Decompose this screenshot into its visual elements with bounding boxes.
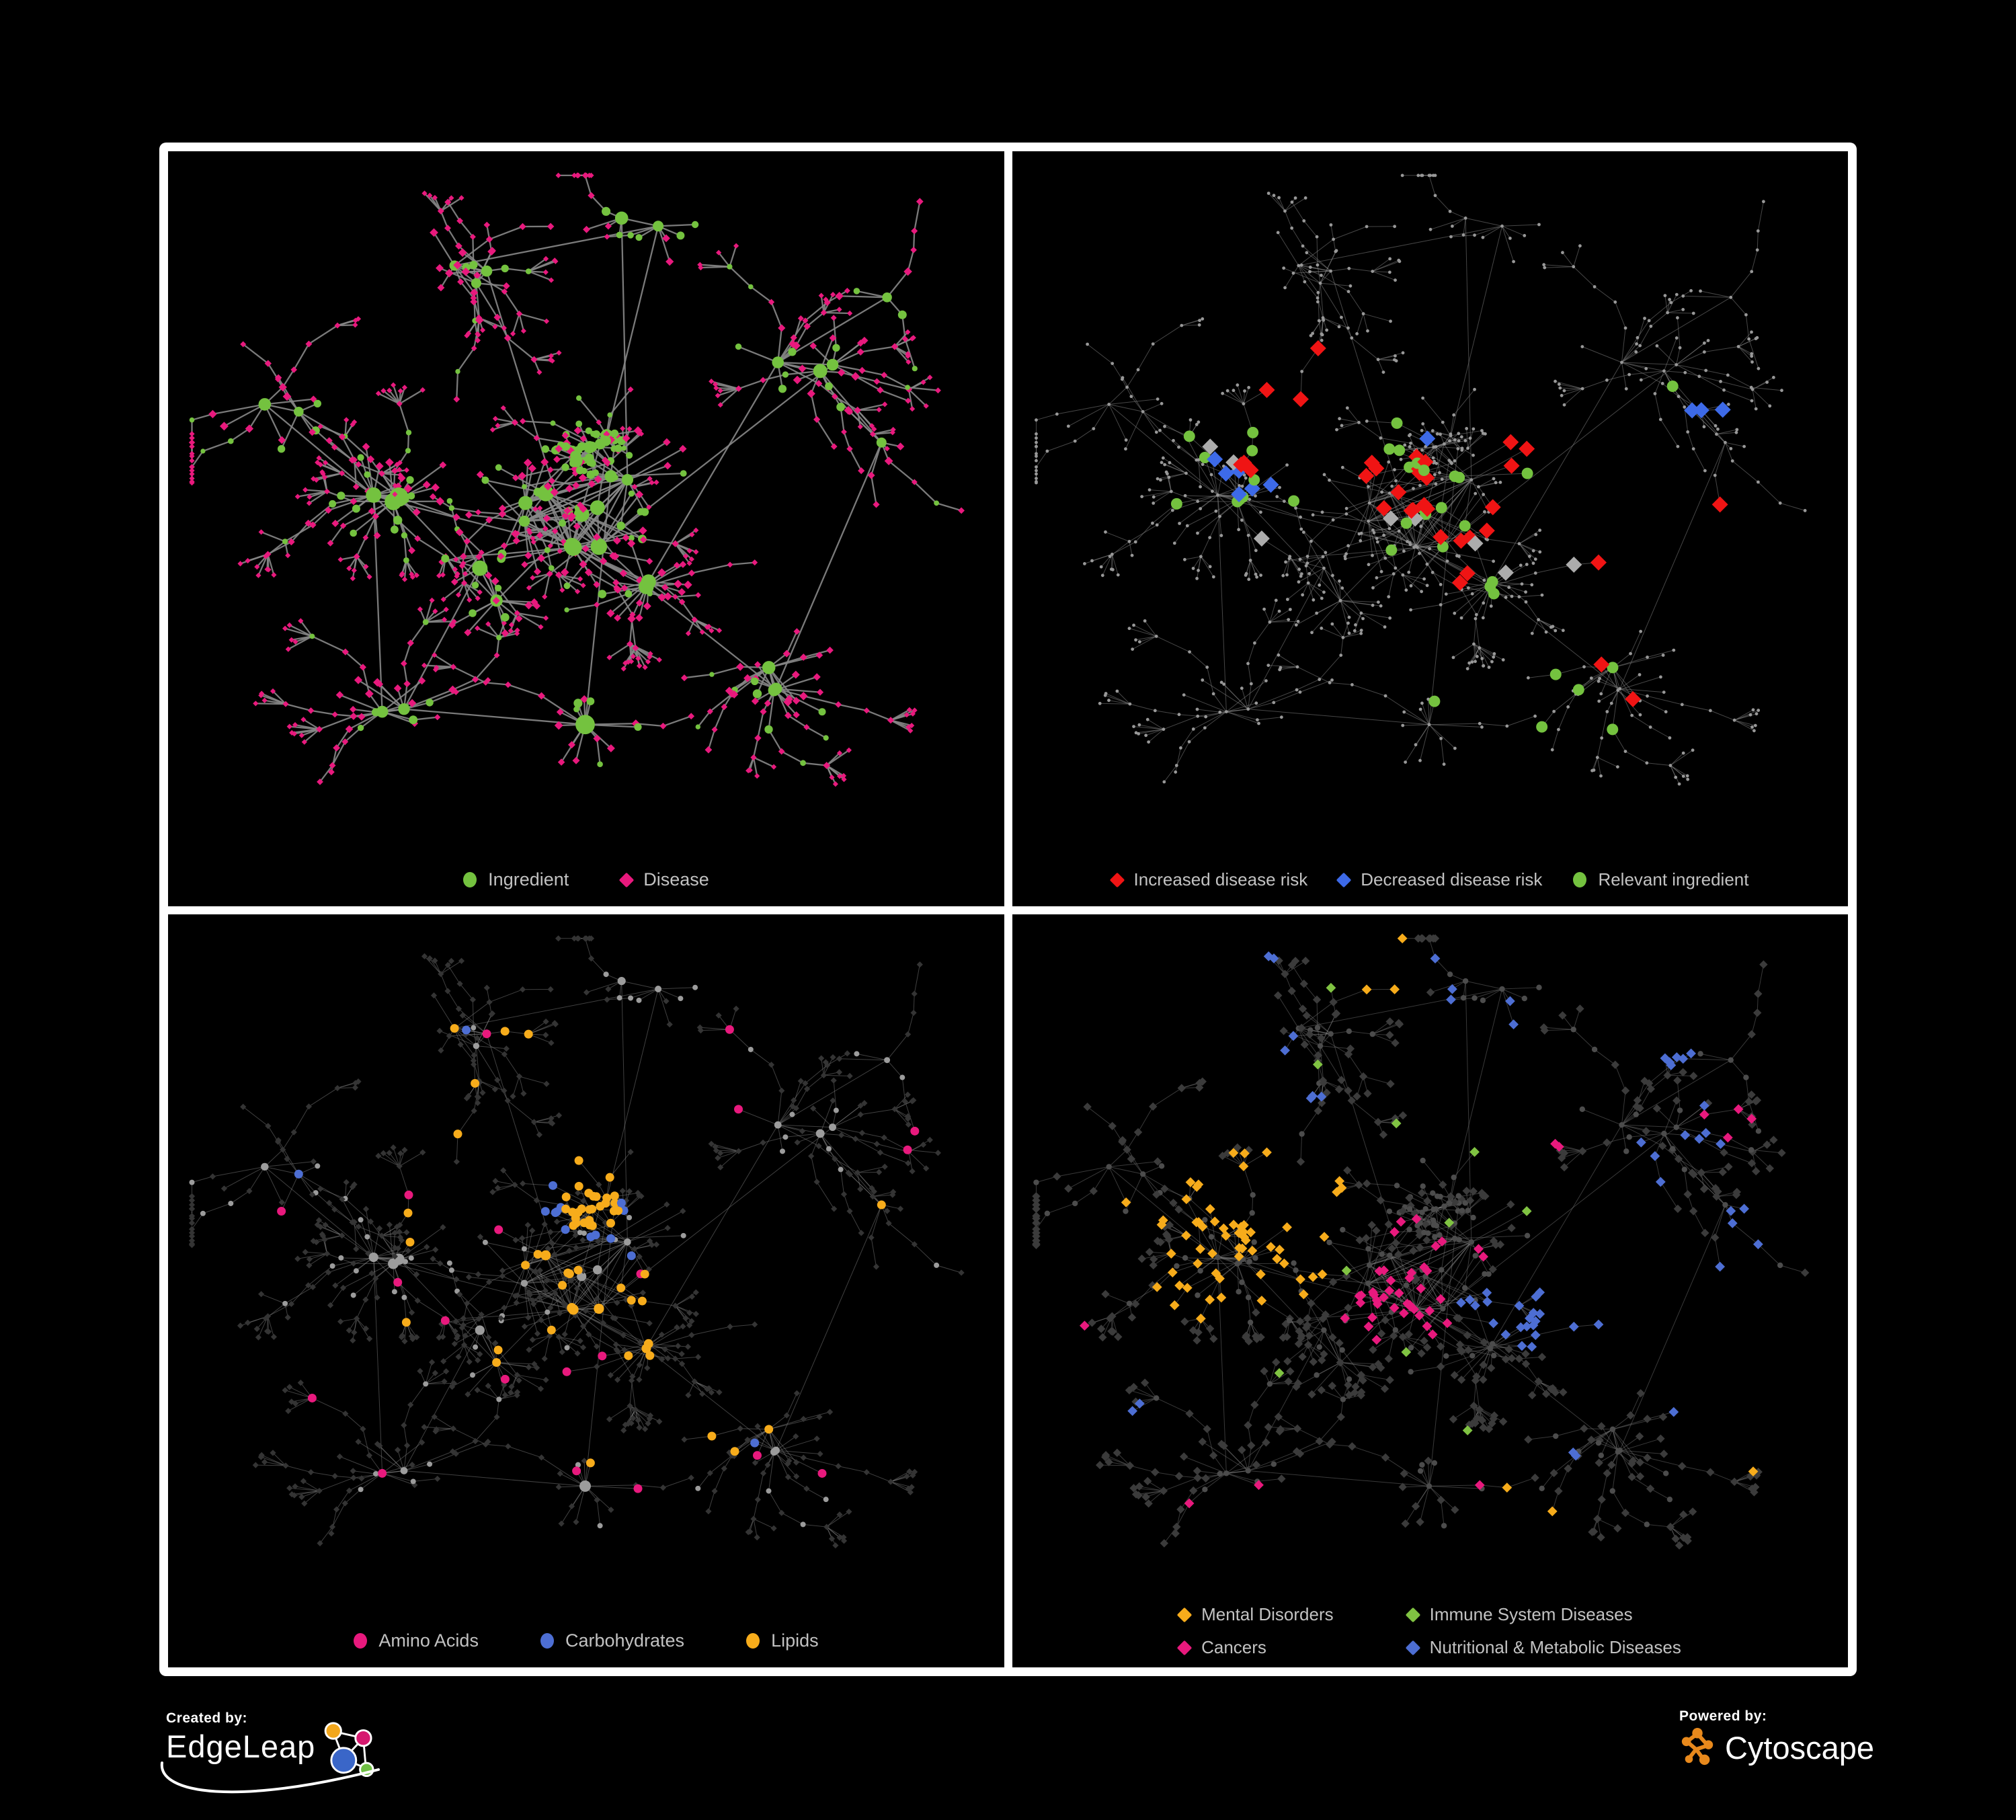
amino-acids-circle-icon xyxy=(354,1633,368,1649)
ingredient-categories-network-graph xyxy=(188,935,965,1549)
immune-system-diseases-diamond-icon xyxy=(1405,1607,1420,1622)
ingredient-disease-network-graph xyxy=(188,172,965,787)
legend-item-lipids: Lipids xyxy=(746,1630,819,1651)
decreased-risk-diamond-icon xyxy=(1336,872,1352,887)
carbohydrates-circle-icon xyxy=(540,1633,554,1649)
legend-label: Mental Disorders xyxy=(1201,1604,1334,1624)
panel-disease-risk: Increased disease risk Decreased disease… xyxy=(1012,151,1848,906)
cytoscape-logo-icon xyxy=(1681,1728,1713,1766)
legend-item-mental-disorders: Mental Disorders xyxy=(1176,1604,1334,1625)
disease-risk-network-graph xyxy=(1035,173,1807,786)
legend-label: Immune System Diseases xyxy=(1429,1604,1633,1624)
legend-item-increased-risk: Increased disease risk xyxy=(1109,869,1308,890)
edgeleap-logo-icon xyxy=(324,1722,374,1777)
ingredient-circle-icon xyxy=(463,872,477,887)
relevant-ingredient-circle-icon xyxy=(1573,872,1587,887)
increased-risk-diamond-icon xyxy=(1109,872,1125,887)
legend-label: Disease xyxy=(643,869,709,889)
legend-item-decreased-risk: Decreased disease risk xyxy=(1336,869,1543,890)
legend-item-immune-system-diseases: Immune System Diseases xyxy=(1405,1604,1681,1625)
cytoscape-brand: Cytoscape xyxy=(1725,1729,1875,1766)
panel-disease-categories: Mental Disorders Immune System Diseases … xyxy=(1012,914,1848,1667)
lipids-circle-icon xyxy=(746,1633,760,1649)
mental-disorders-diamond-icon xyxy=(1176,1607,1193,1622)
legend-item-carbohydrates: Carbohydrates xyxy=(540,1630,684,1651)
legend-ingredient-categories: Amino Acids Carbohydrates Lipids xyxy=(168,1630,1004,1651)
disease-diamond-icon xyxy=(618,872,635,887)
legend-label: Amino Acids xyxy=(378,1630,479,1651)
edgeleap-credit: Created by: EdgeLeap xyxy=(160,1710,384,1794)
panel-ingredient-disease: Ingredient Disease xyxy=(168,151,1004,906)
edgeleap-brand: EdgeLeap xyxy=(166,1729,316,1764)
legend-label: Cancers xyxy=(1201,1637,1266,1657)
legend-item-relevant-ingredient: Relevant ingredient xyxy=(1573,869,1748,890)
legend-label: Lipids xyxy=(771,1630,819,1651)
legend-item-ingredient: Ingredient xyxy=(463,869,569,890)
legend-label: Increased disease risk xyxy=(1133,869,1308,889)
nutritional-metabolic-diseases-diamond-icon xyxy=(1405,1640,1420,1655)
legend-disease-categories: Mental Disorders Immune System Diseases … xyxy=(1012,1604,1848,1658)
legend-item-nutritional-metabolic-diseases: Nutritional & Metabolic Diseases xyxy=(1405,1637,1681,1658)
legend-label: Relevant ingredient xyxy=(1598,869,1749,889)
legend-item-disease: Disease xyxy=(618,869,709,890)
cancers-diamond-icon xyxy=(1176,1640,1193,1655)
cytoscape-credit: Powered by: Cytoscape xyxy=(1679,1708,1874,1768)
legend-item-amino-acids: Amino Acids xyxy=(354,1630,479,1651)
legend-label: Carbohydrates xyxy=(565,1630,685,1651)
panel-ingredient-categories: Amino Acids Carbohydrates Lipids xyxy=(168,914,1004,1667)
legend-disease-risk: Increased disease risk Decreased disease… xyxy=(1012,869,1848,890)
legend-ingredient-disease: Ingredient Disease xyxy=(168,869,1004,890)
legend-item-cancers: Cancers xyxy=(1176,1637,1334,1658)
network-grid-frame: Ingredient Disease Increased disease ris… xyxy=(159,143,1857,1676)
created-by-label: Created by: xyxy=(166,1710,248,1726)
disease-categories-network-graph xyxy=(1032,933,1810,1550)
legend-label: Decreased disease risk xyxy=(1361,869,1543,889)
legend-label: Ingredient xyxy=(488,869,569,889)
legend-label: Nutritional & Metabolic Diseases xyxy=(1429,1637,1681,1657)
powered-by-label: Powered by: xyxy=(1679,1708,1767,1724)
